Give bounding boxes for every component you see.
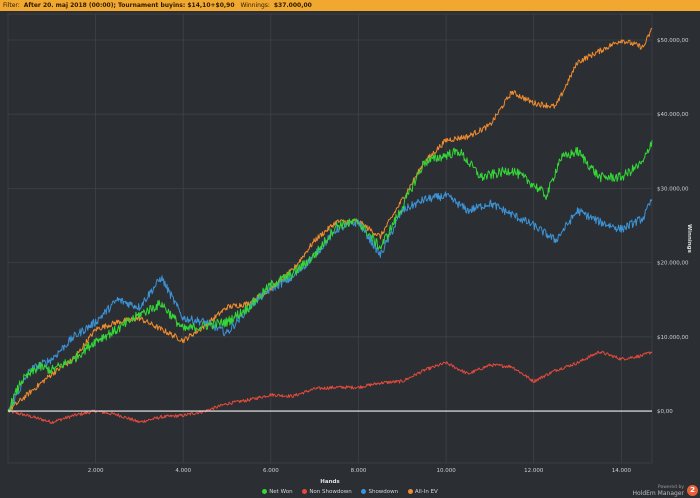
powered-by-label: Powered by [657, 485, 684, 490]
hm2-logo-icon: 2 [687, 485, 698, 496]
x-tick-label: 4.000 [175, 468, 191, 474]
y-tick-label: $30.000,00 [657, 186, 689, 192]
y-tick-label: $20.000,00 [657, 261, 689, 267]
x-tick-label: 10.000 [436, 468, 456, 474]
winnings-chart: 2.000 4.000 6.000 8.000 10.000 12.000 14.000 $0… [7, 13, 692, 485]
x-tick-label: 2.000 [88, 468, 104, 474]
legend-label-net-won: Net Won [269, 489, 293, 495]
legend-item-net-won[interactable]: Net Won [262, 487, 293, 498]
winnings-label: Winnings: [240, 2, 270, 9]
powered-by: Powered by HoldEm Manager [632, 485, 684, 497]
x-axis-title: Hands [320, 479, 340, 485]
y-tick-label: $0,00 [657, 409, 673, 415]
series-line-showdown [7, 191, 653, 413]
filter-label: Filter: [3, 2, 20, 9]
series-line-net-won [7, 140, 653, 412]
filter-value: After 20. maj 2018 (00:00); Tournament b… [23, 2, 235, 9]
x-tick-label: 14.000 [612, 468, 632, 474]
legend-label-all-in-ev: All-In EV [414, 489, 438, 495]
legend-dot-net-won [262, 488, 268, 494]
y-tick-label: $10.000,00 [657, 335, 689, 341]
y-tick-label: $40.000,00 [657, 112, 689, 118]
legend-dot-non-showdown [302, 488, 308, 494]
y-axis-title: Winnings [686, 224, 692, 254]
x-tick-label: 12.000 [524, 468, 544, 474]
legend-dot-all-in-ev [407, 488, 413, 494]
legend-dot-showdown [361, 488, 367, 494]
legend-item-showdown[interactable]: Showdown [361, 487, 398, 498]
y-tick-label: $50.000,00 [657, 38, 689, 44]
legend-item-non-showdown[interactable]: Non Showdown [302, 487, 352, 498]
winnings-value: $37.000,00 [273, 2, 312, 9]
series-line-all-in-ev [7, 27, 653, 413]
x-tick-label: 6.000 [263, 468, 279, 474]
chart-legend: Net Won Non Showdown Showdown All-In EV [0, 487, 700, 498]
legend-label-showdown: Showdown [368, 489, 399, 495]
series-line-non-showdown [7, 350, 653, 424]
filter-bar: Filter: After 20. maj 2018 (00:00); Tour… [0, 0, 700, 11]
legend-label-non-showdown: Non Showdown [309, 489, 352, 495]
x-tick-label: 8.000 [351, 468, 367, 474]
plot-frame [7, 13, 653, 464]
product-name: HoldEm Manager [632, 490, 684, 497]
legend-item-all-in-ev[interactable]: All-In EV [407, 487, 438, 498]
